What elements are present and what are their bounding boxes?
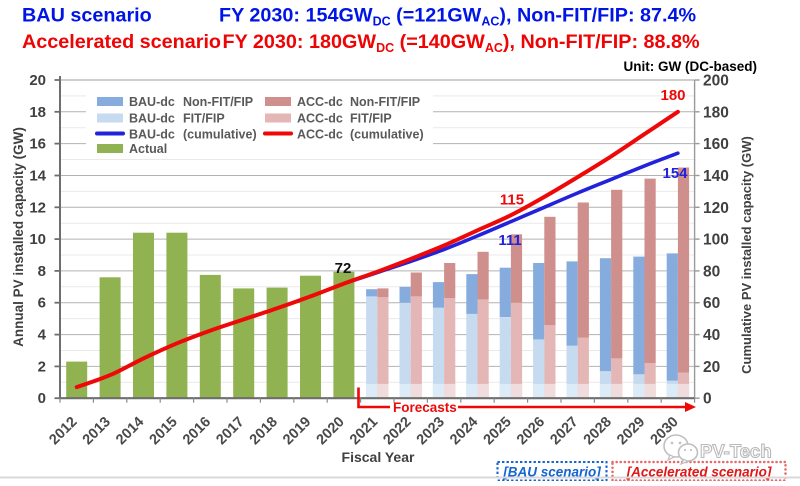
svg-text:14: 14	[29, 168, 46, 185]
svg-text:180: 180	[703, 104, 729, 121]
svg-text:[Accelerated scenario]: [Accelerated scenario]	[626, 465, 772, 480]
svg-text:(cumulative): (cumulative)	[183, 128, 257, 142]
svg-text:60: 60	[703, 295, 720, 312]
svg-text:FY 2030: 180GWDC (=140GWAC), N: FY 2030: 180GWDC (=140GWAC), Non-FIT/FIP…	[223, 31, 701, 55]
svg-text:FIT/FIP: FIT/FIP	[350, 112, 392, 126]
svg-text:Accelerated scenario: Accelerated scenario	[22, 31, 221, 53]
svg-text:8: 8	[38, 263, 46, 280]
svg-text:FY 2030: 154GWDC (=121GWAC), N: FY 2030: 154GWDC (=121GWAC), Non-FIT/FIP…	[219, 5, 697, 29]
svg-text:154: 154	[662, 165, 688, 182]
svg-text:Actual: Actual	[129, 142, 167, 156]
svg-text:10: 10	[29, 231, 46, 248]
svg-text:ACC-dc: ACC-dc	[297, 112, 343, 126]
svg-text:20: 20	[29, 72, 46, 89]
svg-text:160: 160	[703, 136, 729, 153]
svg-text:72: 72	[335, 260, 352, 277]
svg-text:Cumulative PV installed capaci: Cumulative PV installed capacity (GW)	[739, 136, 754, 374]
svg-text:BAU-dc: BAU-dc	[129, 112, 175, 126]
svg-text:Forecasts: Forecasts	[393, 400, 457, 415]
svg-text:(cumulative): (cumulative)	[350, 128, 424, 142]
svg-text:111: 111	[498, 232, 521, 249]
svg-text:140: 140	[703, 168, 729, 185]
svg-text:180: 180	[660, 87, 685, 104]
svg-text:PV-Tech: PV-Tech	[700, 441, 772, 462]
svg-text:BAU scenario: BAU scenario	[22, 5, 152, 27]
svg-text:200: 200	[703, 73, 729, 90]
svg-text:20: 20	[703, 359, 720, 376]
svg-text:Unit: GW (DC-based): Unit: GW (DC-based)	[624, 59, 757, 74]
svg-text:[BAU scenario]: [BAU scenario]	[502, 465, 601, 480]
svg-text:Fiscal Year: Fiscal Year	[342, 449, 415, 465]
svg-text:0: 0	[703, 391, 712, 408]
svg-text:FIT/FIP: FIT/FIP	[183, 112, 225, 126]
svg-text:4: 4	[38, 327, 47, 344]
svg-text:ACC-dc: ACC-dc	[297, 128, 343, 142]
svg-text:115: 115	[500, 192, 524, 209]
svg-text:18: 18	[29, 104, 46, 121]
svg-text:100: 100	[703, 232, 729, 249]
svg-text:12: 12	[29, 199, 46, 216]
svg-text:BAU-dc: BAU-dc	[129, 95, 175, 109]
svg-text:120: 120	[703, 200, 729, 217]
svg-text:40: 40	[703, 327, 720, 344]
svg-text:Annual PV installed capacity (: Annual PV installed capacity (GW)	[11, 127, 26, 347]
svg-text:0: 0	[38, 390, 46, 407]
svg-text:2: 2	[38, 358, 46, 375]
svg-text:16: 16	[29, 136, 46, 153]
svg-text:BAU-dc: BAU-dc	[129, 128, 175, 142]
svg-text:6: 6	[38, 295, 46, 312]
svg-text:80: 80	[703, 263, 720, 280]
svg-text:ACC-dc: ACC-dc	[297, 95, 343, 109]
svg-text:Non-FIT/FIP: Non-FIT/FIP	[183, 95, 253, 109]
svg-text:Non-FIT/FIP: Non-FIT/FIP	[350, 95, 420, 109]
